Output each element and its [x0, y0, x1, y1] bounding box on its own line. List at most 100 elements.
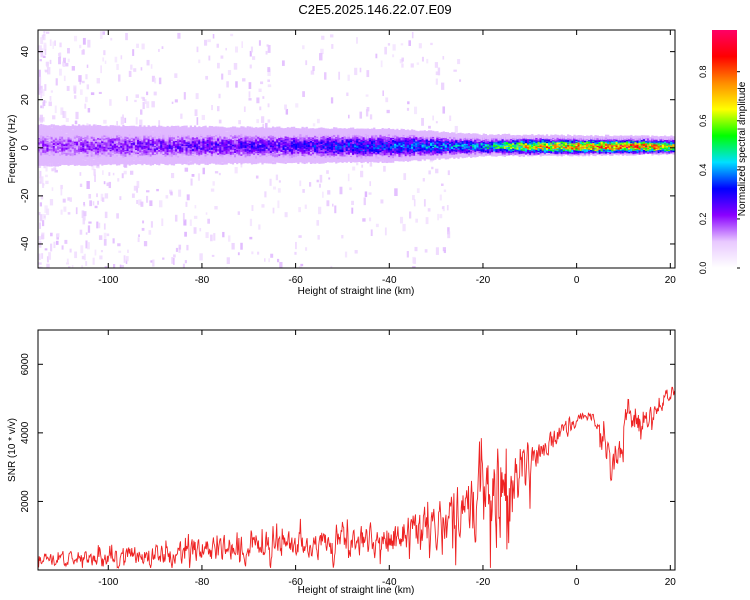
spectrogram-noise-cell [92, 201, 95, 206]
spectrogram-band-cell [118, 144, 121, 148]
spectrogram-band-cell [210, 136, 214, 140]
spectrogram-band-cell [267, 131, 270, 135]
spectrogram-band-cell [286, 143, 289, 146]
spectrogram-band-cell [309, 141, 313, 145]
spectrogram-band-cell [198, 161, 201, 164]
spectrogram-noise-cell [220, 55, 224, 59]
spectrogram-band-cell [40, 160, 43, 163]
spectrogram-noise-cell [150, 221, 153, 228]
spectrogram-band-cell [78, 143, 81, 146]
spectrogram-noise-cell [171, 257, 173, 264]
spectrogram-noise-cell [457, 59, 461, 65]
spectrogram-band-cell [200, 141, 203, 145]
spectrogram-noise-cell [237, 252, 240, 256]
spectrogram-band-cell [229, 150, 233, 154]
spectrogram-band-cell [147, 149, 150, 153]
spectrogram-band-cell [250, 150, 254, 154]
spectrogram-noise-cell [134, 99, 137, 103]
spectrogram-band-cell [162, 147, 165, 151]
spectrogram-noise-cell [150, 64, 153, 69]
spectrogram-band-cell [210, 132, 214, 136]
spectrogram-band-cell [160, 138, 163, 142]
spectrogram-band-cell [162, 160, 165, 164]
spectrogram-band-cell [305, 150, 308, 153]
spectrogram-noise-cell [218, 172, 221, 176]
spectrogram-band-cell [347, 157, 351, 161]
spectrogram-band-cell [164, 159, 167, 163]
spectrogram-band-cell [88, 130, 91, 133]
spectrogram-band-cell [318, 143, 321, 146]
spectrogram-noise-cell [135, 117, 138, 125]
spectrogram-band-cell [208, 160, 211, 164]
spectrogram-noise-cell [352, 166, 356, 171]
spectrogram-band-cell [109, 126, 112, 130]
spectrogram-band-cell [90, 145, 93, 149]
spectrogram-band-cell [92, 129, 96, 132]
spectrogram-band-cell [236, 148, 239, 152]
spectrogram-band-cell [238, 129, 241, 133]
spectrogram-band-cell [75, 141, 79, 145]
spectrogram-band-cell [202, 152, 205, 156]
spectrogram-band-cell [128, 160, 131, 164]
spectrogram-band-cell [238, 150, 241, 154]
spectrogram-band-cell [320, 153, 323, 157]
spectrogram-band-cell [240, 141, 243, 145]
spectrogram-band-cell [118, 128, 121, 132]
spectrogram-noise-cell [75, 111, 79, 120]
spectrogram-band-cell [132, 160, 136, 164]
spectrogram-band-cell [206, 155, 209, 158]
spectrogram-band-cell [143, 141, 146, 145]
spectrogram-band-cell [80, 149, 83, 152]
spectrogram-band-cell [65, 149, 68, 153]
spectrogram-noise-cell [49, 267, 52, 268]
spectrogram-band-cell [67, 162, 70, 166]
spectrogram-band-cell [40, 138, 43, 141]
spectrogram-band-cell [252, 161, 256, 165]
spectrogram-band-cell [86, 129, 89, 133]
spectrogram-band-cell [219, 146, 222, 149]
spectrogram-band-cell [63, 147, 66, 151]
spectrogram-band-cell [168, 150, 171, 154]
spectrogram-band-cell [46, 139, 49, 143]
spectrogram-band-cell [92, 162, 96, 166]
spectrogram-noise-cell [298, 235, 302, 238]
spectrogram-band-cell [303, 140, 306, 143]
spectrogram-band-cell [156, 157, 159, 161]
spectrogram-band-cell [168, 134, 171, 138]
spectrogram-band-cell [172, 154, 176, 158]
spectrogram-band-cell [78, 140, 81, 144]
spectrogram-noise-cell [113, 263, 116, 268]
spectrogram-band-cell [259, 132, 262, 136]
spectrogram-band-cell [269, 157, 273, 161]
spectrogram-band-cell [208, 147, 211, 150]
spectrogram-band-cell [330, 147, 334, 150]
spectrogram-band-cell [219, 149, 222, 153]
spectrogram-band-cell [202, 160, 205, 164]
spectrogram-band-cell [193, 156, 197, 160]
spectrogram-band-cell [231, 147, 235, 151]
spectrogram-noise-cell [441, 206, 444, 210]
spectrogram-band-cell [255, 143, 258, 147]
spectrogram-band-cell [261, 140, 264, 144]
spectrogram-band-cell [54, 155, 58, 158]
spectrogram-band-cell [183, 125, 186, 129]
spectrogram-band-cell [265, 159, 268, 163]
spectrogram-band-cell [145, 129, 148, 133]
spectrogram-noise-cell [38, 266, 42, 268]
spectrogram-band-cell [347, 143, 351, 147]
spectrogram-band-cell [134, 128, 138, 132]
spectrogram-band-cell [183, 128, 186, 132]
spectrogram-noise-cell [116, 213, 119, 219]
spectrogram-noise-cell [184, 260, 187, 264]
spectrogram-band-cell [263, 132, 266, 136]
spectrogram-band-cell [345, 138, 348, 142]
spectrogram-band-cell [250, 127, 254, 131]
spectrogram-band-cell [276, 135, 279, 139]
spectrogram-band-cell [250, 143, 254, 146]
spectrogram-band-cell [153, 143, 157, 147]
spectrogram-noise-cell [330, 97, 334, 104]
spectrogram-band-cell [206, 127, 209, 131]
spectrogram-band-cell [288, 148, 292, 152]
spectrogram-band-cell [193, 140, 197, 144]
spectrogram-band-cell [40, 144, 43, 148]
